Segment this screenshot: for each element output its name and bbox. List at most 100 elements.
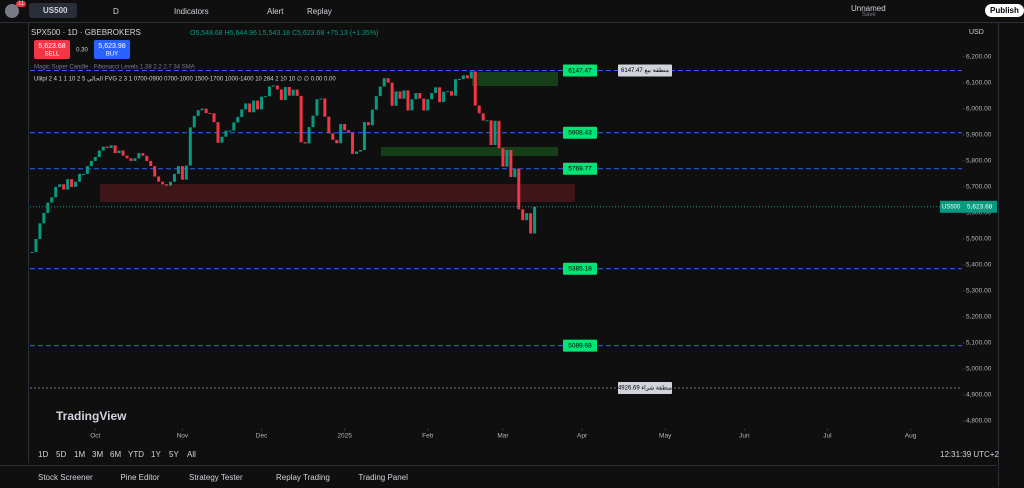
candle <box>275 85 279 90</box>
panel-tab[interactable]: Pine Editor <box>120 473 160 482</box>
last-price: 5,623.68 <box>967 203 993 210</box>
candle <box>402 90 406 99</box>
range-button[interactable]: 1D <box>38 450 49 459</box>
candle <box>358 149 362 152</box>
candle <box>263 96 267 98</box>
x-tick-label: Dec <box>256 433 268 440</box>
range-button[interactable]: 1M <box>74 450 86 459</box>
sell-price[interactable]: 5,623.68 <box>38 43 65 50</box>
buy-price[interactable]: 5,623.98 <box>98 43 125 50</box>
last-price-box <box>940 200 997 213</box>
candle <box>224 130 228 137</box>
range-button[interactable]: 5Y <box>169 450 179 459</box>
candle <box>66 179 70 190</box>
range-button[interactable]: 1Y <box>151 450 161 459</box>
spread: 0.30 <box>76 48 88 54</box>
x-tick-label: 2025 <box>337 433 352 440</box>
candle <box>145 155 149 161</box>
y-tick-label: 5,700.00 <box>966 184 992 191</box>
candle <box>121 150 125 156</box>
candle <box>394 91 398 106</box>
buy-button[interactable] <box>94 40 130 59</box>
save-label[interactable]: Save <box>862 12 876 18</box>
alert-button[interactable]: Alert <box>267 7 284 16</box>
candle <box>220 136 224 143</box>
interval[interactable]: D <box>113 7 119 16</box>
range-button[interactable]: 6M <box>110 450 122 459</box>
candle <box>169 181 173 186</box>
candle <box>291 89 295 96</box>
y-tick-label: 5,100.00 <box>966 340 992 347</box>
candle <box>129 158 133 161</box>
symbol-search[interactable]: US500 <box>29 3 77 18</box>
candle <box>355 151 359 154</box>
candle <box>453 79 457 96</box>
level-label: 5908.43 <box>568 129 592 136</box>
chart: SPX500 · 1D · GBEBROKERS O5,548.68 H5,64… <box>29 23 997 463</box>
panel-tab[interactable]: Strategy Tester <box>189 473 243 482</box>
candle <box>208 113 212 115</box>
left-toolbar <box>0 23 29 463</box>
candle <box>85 166 89 174</box>
range-button[interactable]: YTD <box>128 450 144 459</box>
panel-tab[interactable]: Trading Panel <box>358 473 408 482</box>
candle <box>109 145 113 148</box>
candle <box>501 148 505 167</box>
indicators-button[interactable]: Indicators <box>174 7 209 16</box>
demand-zone <box>381 147 558 156</box>
candle <box>149 160 153 167</box>
range-bar: 1D 5D 1M 3M 6M YTD 1Y 5Y All <box>29 445 997 463</box>
candle <box>442 91 446 103</box>
candle <box>477 105 481 114</box>
candle <box>228 130 232 132</box>
range-button[interactable]: All <box>187 450 196 459</box>
top-toolbar: 11 US500 D Indicators Alert Replay Unnam… <box>0 0 1024 23</box>
sell-button[interactable] <box>34 40 70 59</box>
level-label: 5089.68 <box>568 342 592 349</box>
candle <box>406 90 410 111</box>
candle <box>125 155 129 159</box>
y-tick-label: 5,600.00 <box>966 210 992 217</box>
candle <box>374 96 378 110</box>
y-tick-label: 5,500.00 <box>966 236 992 243</box>
y-tick-label: 4,900.00 <box>966 392 992 399</box>
candle <box>513 168 517 178</box>
y-tick-label: 5,400.00 <box>966 262 992 269</box>
range-button[interactable]: 5D <box>56 450 67 459</box>
candle <box>192 115 196 128</box>
replay-button[interactable]: Replay <box>307 7 332 16</box>
range-button[interactable]: 3M <box>92 450 104 459</box>
chart-background <box>29 23 997 463</box>
panel-tab[interactable]: Replay Trading <box>276 473 330 482</box>
candle <box>117 150 121 154</box>
buy-label[interactable]: BUY <box>106 52 118 58</box>
candle <box>172 173 176 182</box>
candle <box>410 99 414 111</box>
candle <box>418 93 422 99</box>
panel-tab[interactable]: Stock Screener <box>38 473 93 482</box>
candle <box>81 173 85 175</box>
candle <box>260 96 264 110</box>
sell-label[interactable]: SELL <box>45 52 60 58</box>
candle <box>327 116 331 134</box>
candle <box>386 78 390 83</box>
candle <box>430 93 434 100</box>
watermark: TradingView <box>56 409 127 423</box>
candle <box>267 86 271 97</box>
candle <box>89 160 93 167</box>
layout-name[interactable]: Unnamed <box>851 4 886 13</box>
candle <box>446 91 450 93</box>
candle <box>30 251 34 253</box>
level-label-box <box>563 262 597 275</box>
zone-label-box <box>618 382 672 395</box>
publish-button[interactable]: Publish <box>985 4 1024 17</box>
candle <box>113 145 117 154</box>
candle <box>200 108 204 111</box>
y-tick-label: 6,000.00 <box>966 106 992 113</box>
candle <box>252 100 256 113</box>
candle <box>311 115 315 128</box>
currency[interactable]: USD <box>969 29 984 36</box>
candle <box>497 120 501 149</box>
candle <box>157 176 161 182</box>
avatar[interactable] <box>5 4 19 18</box>
